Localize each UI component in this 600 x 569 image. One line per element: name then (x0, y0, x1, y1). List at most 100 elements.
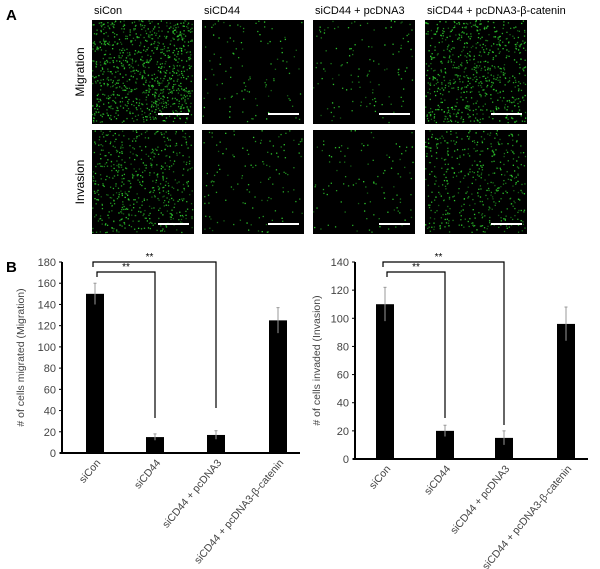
cell-dot (435, 137, 437, 140)
cell-dot (162, 175, 164, 178)
cell-dot (469, 59, 471, 61)
cell-dot (260, 181, 262, 184)
cell-dot (165, 131, 167, 133)
cell-dot (472, 45, 474, 47)
cell-dot (162, 196, 164, 198)
cell-dot (475, 70, 477, 72)
cell-dot (183, 187, 185, 190)
cell-dot (113, 33, 116, 35)
cell-dot (161, 30, 163, 32)
cell-dot (497, 214, 500, 217)
cell-dot (483, 26, 486, 28)
cell-dot (99, 121, 102, 123)
cell-dot (189, 106, 192, 108)
cell-dot (99, 41, 101, 43)
cell-dot (467, 84, 469, 87)
cell-dot (180, 22, 182, 25)
cell-dot (166, 137, 169, 139)
cell-dot (240, 41, 243, 44)
cell-dot (125, 57, 128, 59)
cell-dot (113, 203, 116, 205)
cell-dot (428, 161, 431, 164)
cell-dot (151, 104, 153, 106)
cell-dot (523, 67, 525, 69)
cell-dot (459, 54, 462, 56)
cell-dot (125, 59, 127, 62)
cell-dot (261, 230, 263, 233)
cell-dot (497, 141, 499, 143)
cell-dot (173, 102, 176, 105)
cell-dot (518, 30, 521, 32)
cell-dot (141, 24, 144, 27)
cell-dot (433, 84, 435, 86)
cell-dot (478, 82, 480, 84)
cell-dot (183, 76, 185, 79)
cell-dot (169, 22, 172, 24)
cell-dot (442, 32, 444, 35)
cell-dot (189, 168, 191, 170)
cell-dot (300, 155, 302, 158)
cell-dot (499, 167, 501, 169)
cell-dot (327, 27, 329, 29)
cell-dot (146, 103, 148, 105)
cell-dot (116, 229, 118, 231)
cell-dot (191, 190, 193, 192)
cell-dot (127, 100, 129, 103)
cell-dot (94, 108, 96, 110)
cell-dot (458, 78, 461, 81)
cell-dot (174, 54, 176, 56)
cell-dot (464, 76, 466, 78)
cell-dot (168, 27, 170, 30)
cell-dot (170, 40, 172, 42)
cell-dot (447, 154, 449, 156)
cell-dot (162, 190, 165, 192)
cell-dot (524, 183, 526, 185)
cell-dot (463, 46, 465, 48)
cell-dot (119, 105, 122, 107)
cell-dot (243, 82, 245, 84)
cell-dot (176, 154, 178, 156)
cell-dot (448, 109, 450, 111)
cell-dot (459, 155, 461, 157)
cell-dot (504, 174, 506, 176)
cell-dot (519, 45, 521, 48)
cell-dot (463, 154, 465, 156)
cell-dot (146, 40, 148, 42)
cell-dot (271, 219, 274, 222)
cell-dot (146, 199, 148, 201)
cell-dot (481, 213, 484, 215)
cell-dot (181, 214, 184, 217)
cell-dot (446, 36, 448, 39)
cell-dot (429, 217, 432, 219)
cell-dot (177, 69, 179, 71)
cell-dot (517, 191, 520, 194)
cell-dot (204, 26, 207, 28)
cell-dot (162, 91, 165, 93)
cell-dot (120, 185, 123, 187)
cell-dot (161, 92, 164, 94)
cell-dot (263, 26, 266, 28)
cell-dot (440, 71, 443, 73)
cell-dot (171, 92, 173, 94)
cell-dot (181, 38, 183, 40)
cell-dot (470, 25, 473, 28)
cell-dot (149, 191, 151, 194)
cell-dot (461, 87, 463, 89)
cell-dot (110, 71, 112, 73)
cell-dot (469, 130, 471, 132)
cell-dot (352, 53, 354, 56)
cell-dot (287, 191, 289, 193)
cell-dot (211, 136, 213, 138)
cell-dot (172, 37, 174, 39)
cell-dot (154, 95, 156, 97)
cell-dot (102, 57, 105, 60)
cell-dot (450, 107, 453, 109)
y-tick-label: 20 (44, 427, 56, 439)
cell-dot (515, 120, 518, 122)
cell-dot (518, 44, 520, 47)
cell-dot (266, 164, 268, 166)
cell-dot (428, 204, 430, 206)
cell-dot (121, 28, 123, 30)
cell-dot (477, 66, 479, 69)
cell-dot (458, 224, 460, 226)
